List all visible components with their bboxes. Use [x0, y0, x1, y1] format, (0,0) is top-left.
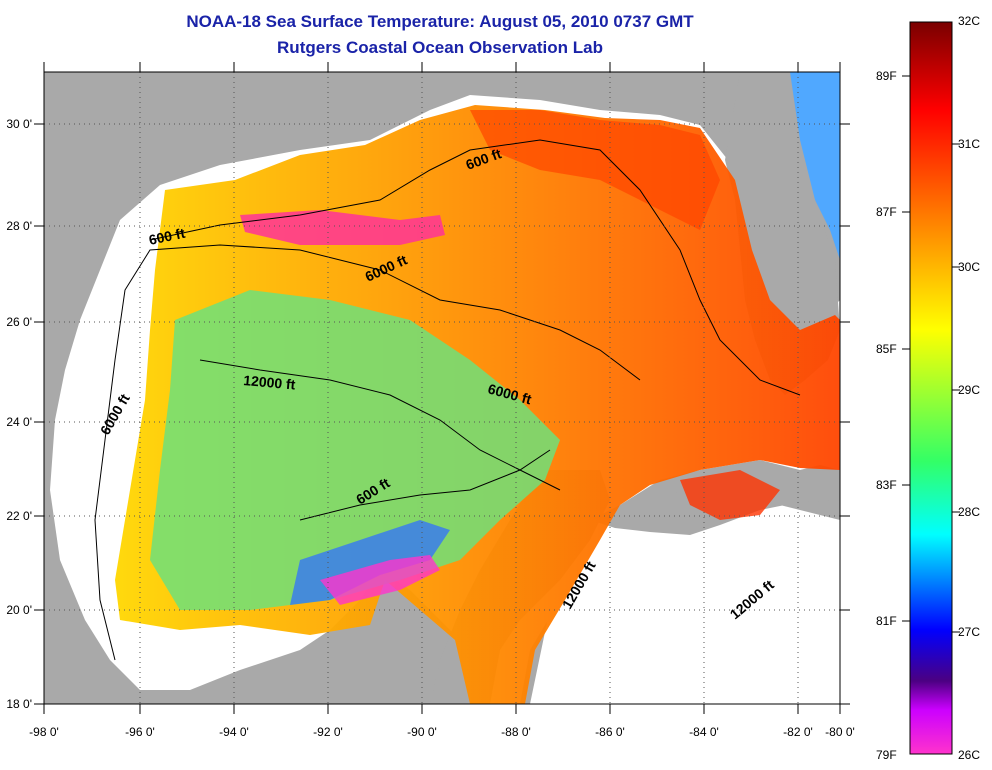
red-warm-zone-east	[680, 470, 780, 520]
colorbar-celsius-label: 30C	[958, 260, 981, 274]
colorbar-celsius-label: 29C	[958, 383, 981, 397]
y-axis: 18 0' 20 0' 22 0' 24 0' 26 0' 28 0' 30 0…	[6, 117, 32, 711]
map-title: NOAA-18 Sea Surface Temperature: August …	[186, 12, 694, 31]
y-tick-label: 28 0'	[6, 219, 32, 233]
y-tick-label: 24 0'	[6, 415, 32, 429]
x-tick-label: -82 0'	[783, 725, 813, 739]
magenta-band-north	[240, 210, 445, 245]
contour-12000ft	[199, 359, 561, 491]
colorbar-fahrenheit-label: 79F	[876, 748, 897, 762]
y-tick-marks	[34, 123, 850, 705]
red-warm-zone-north	[470, 110, 720, 230]
colorbar-celsius-label: 27C	[958, 625, 981, 639]
colorbar-fahrenheit-label: 85F	[876, 342, 897, 356]
colorbar-fahrenheit-label: 87F	[876, 205, 897, 219]
colorbar-fahrenheit-label: 89F	[876, 69, 897, 83]
colorbar-fahrenheit-label: 83F	[876, 478, 897, 492]
colorbar-ticks	[902, 75, 960, 633]
y-tick-label: 20 0'	[6, 603, 32, 617]
magenta-band-south	[320, 555, 440, 605]
x-tick-label: -86 0'	[595, 725, 625, 739]
x-tick-label: -84 0'	[689, 725, 719, 739]
x-tick-label: -98 0'	[29, 725, 59, 739]
y-tick-label: 30 0'	[6, 117, 32, 131]
contour-label: 12000 ft	[243, 372, 297, 393]
y-tick-label: 18 0'	[6, 697, 32, 711]
x-tick-label: -96 0'	[125, 725, 155, 739]
x-tick-label: -80 0'	[825, 725, 855, 739]
contour-600ft-shelf	[149, 139, 801, 396]
x-axis: -98 0' -96 0' -94 0' -92 0' -90 0' -88 0…	[29, 725, 855, 739]
colorbar-celsius-label: 32C	[958, 14, 981, 28]
map-gridlines	[44, 72, 840, 704]
map-subtitle: Rutgers Coastal Ocean Observation Lab	[277, 38, 603, 57]
y-tick-label: 26 0'	[6, 315, 32, 329]
x-tick-marks	[43, 62, 841, 714]
contour-label: 600 ft	[147, 225, 186, 248]
colorbar	[909, 21, 953, 755]
x-tick-label: -94 0'	[219, 725, 249, 739]
caribbean-water	[530, 500, 840, 704]
x-tick-label: -90 0'	[407, 725, 437, 739]
colorbar-celsius-label: 26C	[958, 748, 981, 762]
x-tick-label: -92 0'	[313, 725, 343, 739]
cool-water-region	[150, 290, 560, 610]
colorbar-celsius-label: 28C	[958, 505, 981, 519]
colorbar-fahrenheit-label: 81F	[876, 614, 897, 628]
y-tick-label: 22 0'	[6, 509, 32, 523]
colorbar-celsius-label: 31C	[958, 137, 981, 151]
x-tick-label: -88 0'	[501, 725, 531, 739]
contour-6000ft-west	[94, 244, 641, 661]
map-frame	[43, 71, 841, 705]
contour-600ft-yucatan	[299, 449, 551, 521]
